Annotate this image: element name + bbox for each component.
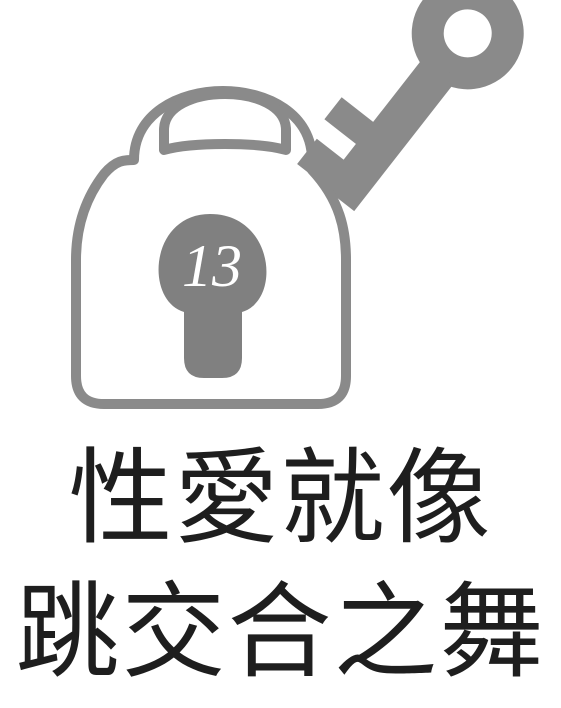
key-icon <box>297 0 524 212</box>
lock-number: 13 <box>182 233 242 299</box>
title-line-2: 跳交合之舞 <box>15 571 546 693</box>
title-line-1: 性愛就像 <box>68 437 493 559</box>
padlock-icon: 13 <box>71 86 351 409</box>
keyhole-icon <box>158 214 267 378</box>
lock-and-key-illustration: 13 <box>71 0 524 409</box>
